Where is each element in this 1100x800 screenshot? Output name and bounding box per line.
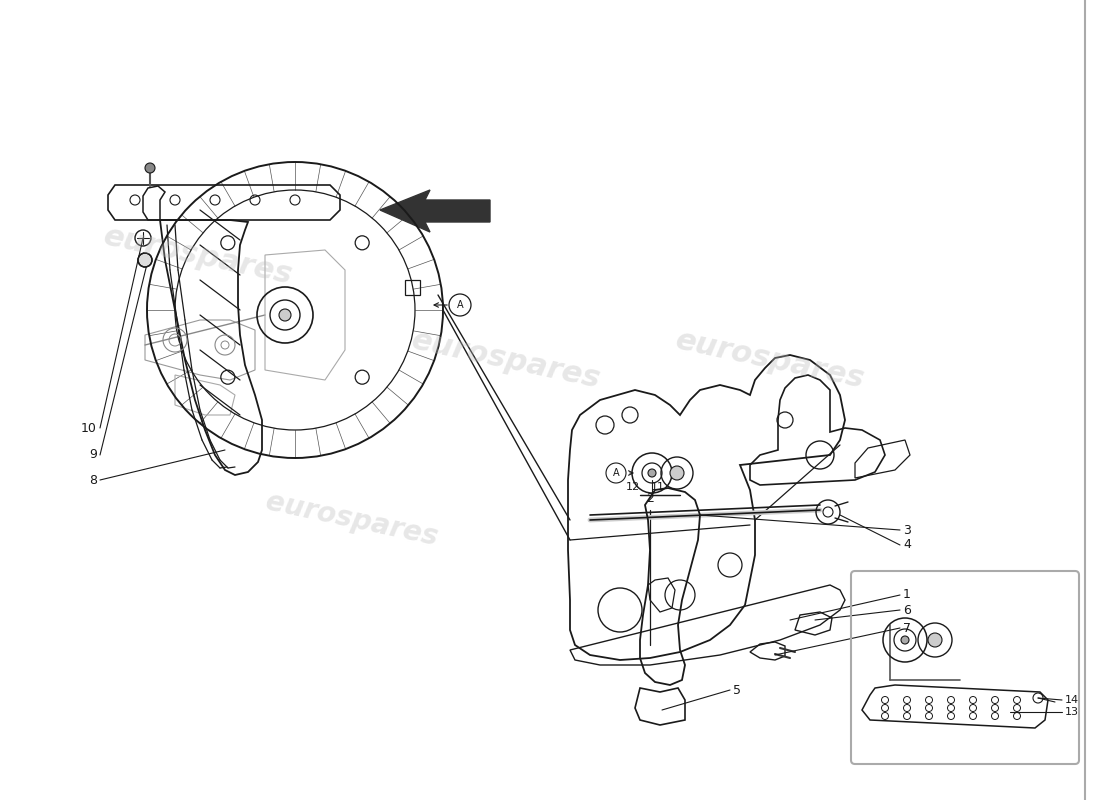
Text: 10: 10	[81, 422, 97, 434]
Text: 13: 13	[1065, 707, 1079, 717]
Text: A: A	[456, 300, 463, 310]
Circle shape	[279, 309, 292, 321]
Text: 8: 8	[89, 474, 97, 486]
Text: 3: 3	[903, 523, 911, 537]
Text: eurospares: eurospares	[409, 326, 603, 394]
Text: 4: 4	[903, 538, 911, 551]
Polygon shape	[379, 190, 490, 232]
Circle shape	[145, 163, 155, 173]
Text: 12: 12	[626, 482, 640, 492]
Circle shape	[648, 469, 656, 477]
Circle shape	[138, 253, 152, 267]
Text: eurospares: eurospares	[673, 326, 867, 394]
Text: 14: 14	[1065, 695, 1079, 705]
Text: 6: 6	[903, 603, 911, 617]
Text: eurospares: eurospares	[263, 488, 441, 552]
Text: 5: 5	[733, 683, 741, 697]
Text: 2: 2	[646, 491, 653, 505]
Text: 7: 7	[903, 622, 911, 634]
Text: A: A	[613, 468, 619, 478]
Circle shape	[928, 633, 942, 647]
Text: 9: 9	[89, 449, 97, 462]
Text: 11: 11	[651, 482, 666, 492]
Circle shape	[670, 466, 684, 480]
Circle shape	[901, 636, 909, 644]
Text: eurospares: eurospares	[101, 222, 295, 290]
Text: 1: 1	[903, 589, 911, 602]
